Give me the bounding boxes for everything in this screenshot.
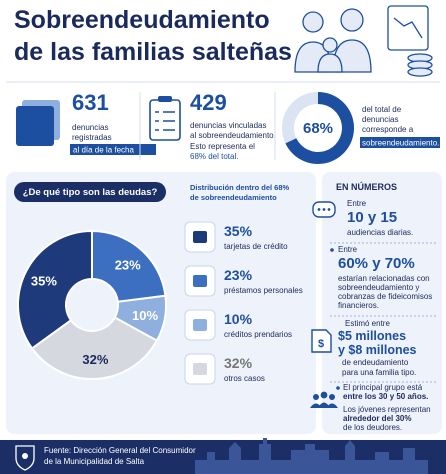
- chat-icon: [312, 201, 336, 218]
- donut: 35% 23% 10% 32%: [17, 229, 167, 380]
- panel-title: EN NÚMEROS: [336, 181, 397, 192]
- footer-text: de la Municipalidad de Salta: [44, 457, 145, 466]
- legend-value: 35%: [224, 223, 253, 239]
- segment-label: 35%: [31, 273, 57, 288]
- bullet: [330, 248, 334, 252]
- donut-segment: [30, 316, 159, 380]
- ring-arc: [285, 92, 355, 164]
- stat-text: Esto representa el: [190, 142, 255, 151]
- clipboard-icon: [149, 96, 181, 141]
- legend: 35% tarjetas de crédito 23% préstamos perso…: [184, 221, 303, 385]
- item-figure: 60% y 70%: [338, 255, 415, 272]
- people-icon: [310, 391, 338, 408]
- stat-value: 429: [190, 90, 227, 115]
- family-illustration: [294, 5, 433, 77]
- highlight-box: [360, 137, 440, 148]
- highlight-box: [70, 144, 156, 155]
- donut-segment: [91, 229, 167, 303]
- shield-icon: [15, 445, 35, 471]
- legend-label: otros casos: [224, 374, 265, 383]
- segment-label: 23%: [115, 257, 141, 272]
- item-figure: y $8 millones: [338, 343, 417, 357]
- chart-subtitle: de sobreendeudamiento: [190, 193, 277, 202]
- stat-text: denuncias: [72, 123, 108, 132]
- legend-label: préstamos personales: [224, 286, 303, 295]
- legend-label: créditos prendarios: [224, 330, 292, 339]
- legend-value: 23%: [224, 267, 253, 283]
- folder-icon: [16, 100, 60, 146]
- legend-swatch: [193, 319, 207, 331]
- item-text: Entre: [338, 245, 358, 254]
- item-text: audiencias diarias.: [347, 228, 413, 237]
- segment-label: 10%: [132, 308, 158, 323]
- money-icon: $: [311, 329, 332, 353]
- title: de las familias salteñas: [14, 38, 292, 66]
- legend-swatch: [193, 363, 207, 375]
- segment-label: 32%: [82, 352, 108, 367]
- numbers-panel: [322, 172, 442, 434]
- item-text: financieros.: [338, 301, 379, 310]
- legend-value: 10%: [224, 311, 253, 327]
- item-text: Estimó entre: [345, 319, 390, 328]
- item-figure: $5 millones: [338, 329, 406, 343]
- legend-swatch: [193, 275, 207, 287]
- donut-segment: [17, 229, 93, 350]
- chart-subtitle: Distribución dentro del 68%: [190, 183, 290, 192]
- stat-text: denuncias vinculadas: [190, 121, 267, 130]
- item-figure: 10 y 15: [347, 209, 397, 226]
- legend-swatch: [193, 231, 207, 243]
- footer-text: Fuente: Dirección General del Consumidor: [44, 446, 196, 455]
- legend-value: 32%: [224, 355, 253, 371]
- stat-highlight: sobreendeudamiento.: [362, 139, 439, 148]
- item-text: para una familia tipo.: [342, 368, 416, 377]
- item-text: Los jóvenes representan: [343, 405, 431, 414]
- item-text: cobranzas de fideicomisos: [338, 292, 432, 301]
- stat-text: al sobreendeudamiento.: [190, 131, 276, 140]
- item-text: de endeudamiento: [342, 358, 409, 367]
- item-text: estarían relacionadas con: [338, 274, 430, 283]
- svg-text:$: $: [318, 338, 324, 350]
- item-text: de los deudores.: [343, 423, 402, 432]
- item-text: Entre: [347, 199, 367, 208]
- skyline: [195, 438, 428, 474]
- stat-text: del total de: [362, 105, 402, 114]
- stat-text: corresponde a: [362, 125, 414, 134]
- stat-value: 631: [72, 90, 109, 115]
- bullet: [336, 386, 340, 390]
- chart-title: ¿De qué tipo son las deudas?: [23, 187, 158, 198]
- item-text: alrededor del 30%: [343, 414, 411, 423]
- ring-label: 68%: [303, 120, 333, 137]
- percent-ring: [282, 92, 355, 164]
- stat-highlight: 68% del total.: [190, 152, 238, 161]
- stat-highlight: al día de la fecha: [73, 146, 134, 155]
- stat-text: registradas: [72, 133, 112, 142]
- item-figure: entre los 30 y 50 años.: [343, 392, 428, 401]
- title-pill: [14, 182, 166, 202]
- title: Sobreendeudamiento: [14, 6, 270, 34]
- item-text: sobreendeudamiento y: [338, 283, 419, 292]
- stat-text: denuncias: [362, 115, 398, 124]
- item-text: El principal grupo está: [343, 383, 423, 392]
- legend-label: tarjetas de crédito: [224, 242, 288, 251]
